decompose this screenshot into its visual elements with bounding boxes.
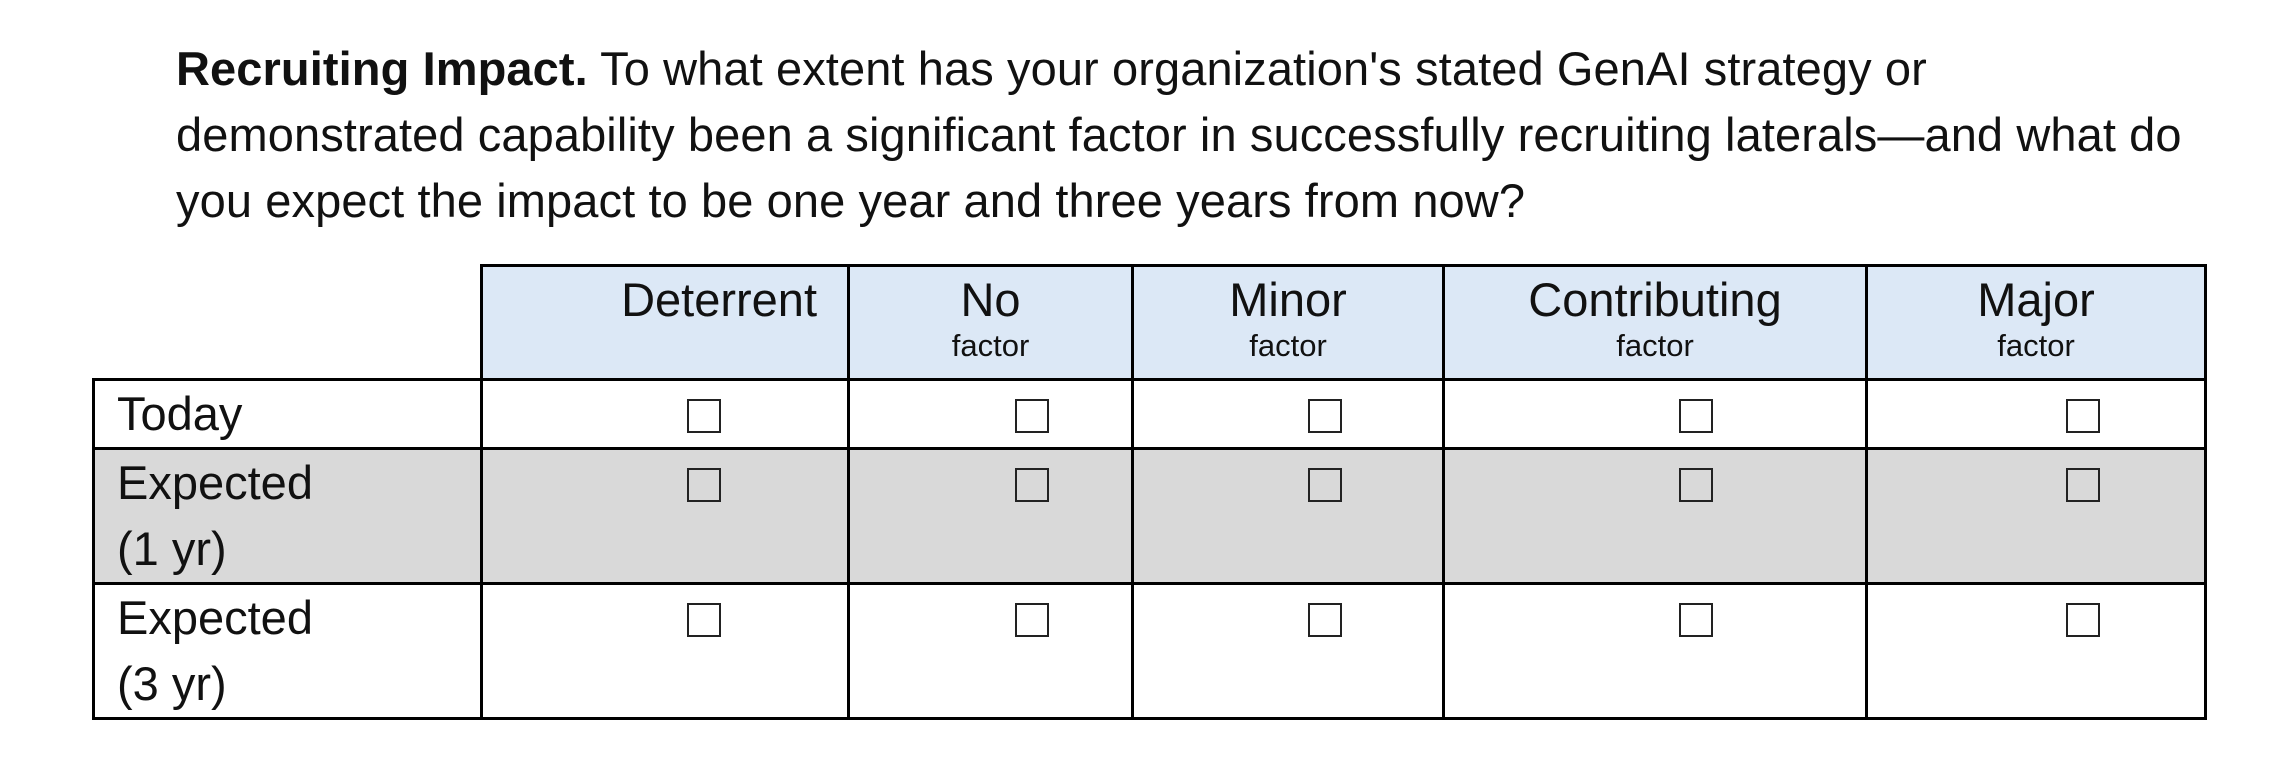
cell <box>480 582 850 720</box>
cell <box>1131 582 1445 720</box>
column-label: Minor <box>1229 273 1347 326</box>
column-header-deterrent: Deterrent <box>480 264 850 381</box>
cell <box>1442 447 1868 585</box>
row-today: Today <box>92 378 2207 450</box>
row-expected-3yr: Expected (3 yr) <box>92 582 2207 720</box>
cell <box>480 447 850 585</box>
column-label: Deterrent <box>621 273 817 326</box>
checkbox-icon[interactable] <box>2066 468 2100 502</box>
checkbox-icon[interactable] <box>687 603 721 637</box>
cell <box>1865 582 2207 720</box>
cell <box>480 378 850 450</box>
cell <box>847 378 1134 450</box>
checkbox-icon[interactable] <box>1679 468 1713 502</box>
checkbox-icon[interactable] <box>1308 468 1342 502</box>
checkbox-icon[interactable] <box>1308 399 1342 433</box>
column-header-minor-factor: Minor factor <box>1131 264 1445 381</box>
cell <box>847 582 1134 720</box>
checkbox-icon[interactable] <box>2066 399 2100 433</box>
checkbox-icon[interactable] <box>1679 399 1713 433</box>
row-label: Today <box>92 378 483 450</box>
row-expected-1yr: Expected (1 yr) <box>92 447 2207 585</box>
response-grid: Deterrent No factor Minor factor Contrib… <box>92 264 2207 720</box>
header-blank-cell <box>93 265 483 381</box>
column-sublabel: factor <box>951 328 1030 363</box>
checkbox-icon[interactable] <box>1015 468 1049 502</box>
cell <box>1865 447 2207 585</box>
column-header-contributing-factor: Contributing factor <box>1442 264 1868 381</box>
cell <box>1442 582 1868 720</box>
column-label: Contributing <box>1528 273 1782 326</box>
checkbox-icon[interactable] <box>2066 603 2100 637</box>
cell <box>1442 378 1868 450</box>
column-label: No <box>960 273 1021 326</box>
column-header-major-factor: Major factor <box>1865 264 2207 381</box>
question-body: To what extent has your organization's s… <box>176 42 2182 227</box>
checkbox-icon[interactable] <box>1015 603 1049 637</box>
column-sublabel: factor <box>1249 328 1327 363</box>
checkbox-icon[interactable] <box>687 399 721 433</box>
column-label: Major <box>1977 273 2095 326</box>
header-row: Deterrent No factor Minor factor Contrib… <box>93 264 2207 381</box>
cell <box>1131 447 1445 585</box>
cell <box>1131 378 1445 450</box>
column-sublabel: factor <box>1997 328 2075 363</box>
checkbox-icon[interactable] <box>1015 399 1049 433</box>
row-label: Expected (1 yr) <box>92 447 483 585</box>
row-label-line: Today <box>117 387 243 440</box>
column-sublabel: factor <box>1616 328 1694 363</box>
cell <box>847 447 1134 585</box>
checkbox-icon[interactable] <box>1679 603 1713 637</box>
checkbox-icon[interactable] <box>1308 603 1342 637</box>
row-label: Expected (3 yr) <box>92 582 483 720</box>
question-text: Recruiting Impact. To what extent has yo… <box>176 36 2216 234</box>
row-label-line: Expected <box>117 591 313 644</box>
question-title: Recruiting Impact. <box>176 42 588 95</box>
row-label-line: (3 yr) <box>117 657 227 710</box>
checkbox-icon[interactable] <box>687 468 721 502</box>
column-header-no-factor: No factor <box>847 264 1134 381</box>
row-label-line: Expected <box>117 456 313 509</box>
row-label-line: (1 yr) <box>117 522 227 575</box>
cell <box>1865 378 2207 450</box>
